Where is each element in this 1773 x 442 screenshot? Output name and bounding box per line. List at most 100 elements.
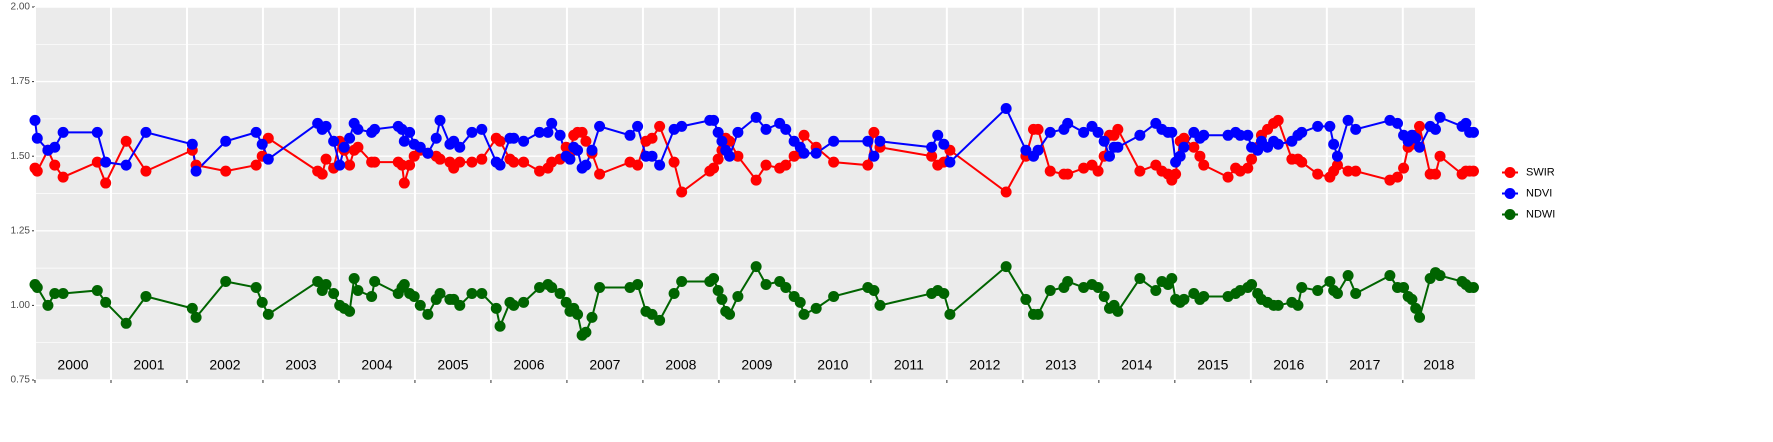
data-point xyxy=(1000,261,1012,273)
data-point xyxy=(518,156,530,168)
data-point xyxy=(422,147,434,159)
data-point xyxy=(868,284,880,296)
data-point xyxy=(1234,129,1246,141)
data-point xyxy=(1134,129,1146,141)
data-point xyxy=(1044,165,1056,177)
data-point xyxy=(810,302,822,314)
data-point xyxy=(91,156,103,168)
data-point xyxy=(1198,159,1210,171)
data-point xyxy=(1000,186,1012,198)
data-point xyxy=(1296,126,1308,138)
data-point xyxy=(508,132,520,144)
year-label: 2003 xyxy=(285,357,316,373)
data-point xyxy=(1312,284,1324,296)
data-point xyxy=(868,150,880,162)
data-point xyxy=(750,174,762,186)
year-label: 2007 xyxy=(589,357,620,373)
data-point xyxy=(1328,138,1340,150)
data-point xyxy=(716,135,728,147)
data-point xyxy=(262,153,274,165)
data-point xyxy=(434,153,446,165)
data-point xyxy=(554,129,566,141)
data-point xyxy=(874,299,886,311)
year-label: 2015 xyxy=(1197,357,1228,373)
data-point xyxy=(414,141,426,153)
data-point xyxy=(862,159,874,171)
data-point xyxy=(654,314,666,326)
data-point xyxy=(1092,165,1104,177)
data-point xyxy=(398,177,410,189)
data-point xyxy=(320,153,332,165)
data-point xyxy=(868,126,880,138)
data-point xyxy=(586,144,598,156)
data-point xyxy=(560,296,572,308)
data-point xyxy=(554,287,566,299)
data-point xyxy=(369,156,381,168)
year-label: 2000 xyxy=(57,357,88,373)
data-point xyxy=(594,168,606,180)
data-point xyxy=(780,159,792,171)
data-point xyxy=(140,126,152,138)
data-point xyxy=(398,279,410,291)
data-point xyxy=(1246,153,1258,165)
y-tick-label: 1.75 xyxy=(11,76,31,87)
data-point xyxy=(594,281,606,293)
year-label: 2010 xyxy=(817,357,848,373)
legend-label: NDVI xyxy=(1526,187,1552,199)
data-point xyxy=(1331,150,1343,162)
data-point xyxy=(1467,281,1479,293)
data-point xyxy=(434,114,446,126)
data-point xyxy=(1032,123,1044,135)
data-point xyxy=(1410,132,1422,144)
data-point xyxy=(1391,117,1403,129)
data-point xyxy=(250,281,262,293)
data-point xyxy=(1166,126,1178,138)
data-point xyxy=(344,159,356,171)
data-point xyxy=(926,150,938,162)
data-point xyxy=(1350,123,1362,135)
y-tick-label: 1.25 xyxy=(11,225,31,236)
data-point xyxy=(1112,123,1124,135)
data-point xyxy=(944,156,956,168)
data-point xyxy=(1342,270,1354,282)
data-point xyxy=(140,165,152,177)
y-tick-label: 1.00 xyxy=(11,300,31,311)
data-point xyxy=(1296,281,1308,293)
data-point xyxy=(454,156,466,168)
legend-label: NDWI xyxy=(1526,208,1555,220)
data-point xyxy=(476,123,488,135)
data-point xyxy=(646,132,658,144)
data-point xyxy=(508,299,520,311)
data-point xyxy=(320,120,332,132)
data-point xyxy=(1331,287,1343,299)
data-point xyxy=(1178,141,1190,153)
data-point xyxy=(1098,135,1110,147)
year-label: 2016 xyxy=(1273,357,1304,373)
data-point xyxy=(344,305,356,317)
data-point xyxy=(49,159,61,171)
data-point xyxy=(828,156,840,168)
data-point xyxy=(366,290,378,302)
data-point xyxy=(422,308,434,320)
data-point xyxy=(794,296,806,308)
data-point xyxy=(780,281,792,293)
data-point xyxy=(712,153,724,165)
data-point xyxy=(632,279,644,291)
data-point xyxy=(369,276,381,288)
data-point xyxy=(676,276,688,288)
data-point xyxy=(1222,171,1234,183)
data-point xyxy=(712,126,724,138)
data-point xyxy=(1098,290,1110,302)
data-point xyxy=(828,135,840,147)
data-point xyxy=(1342,114,1354,126)
data-point xyxy=(576,126,588,138)
data-point xyxy=(352,141,364,153)
data-point xyxy=(1272,114,1284,126)
data-point xyxy=(1350,287,1362,299)
legend-label: SWIR xyxy=(1526,166,1555,178)
data-point xyxy=(780,123,792,135)
legend-marker xyxy=(1504,167,1516,178)
data-point xyxy=(1242,162,1254,174)
data-point xyxy=(1103,150,1115,162)
data-point xyxy=(352,123,364,135)
